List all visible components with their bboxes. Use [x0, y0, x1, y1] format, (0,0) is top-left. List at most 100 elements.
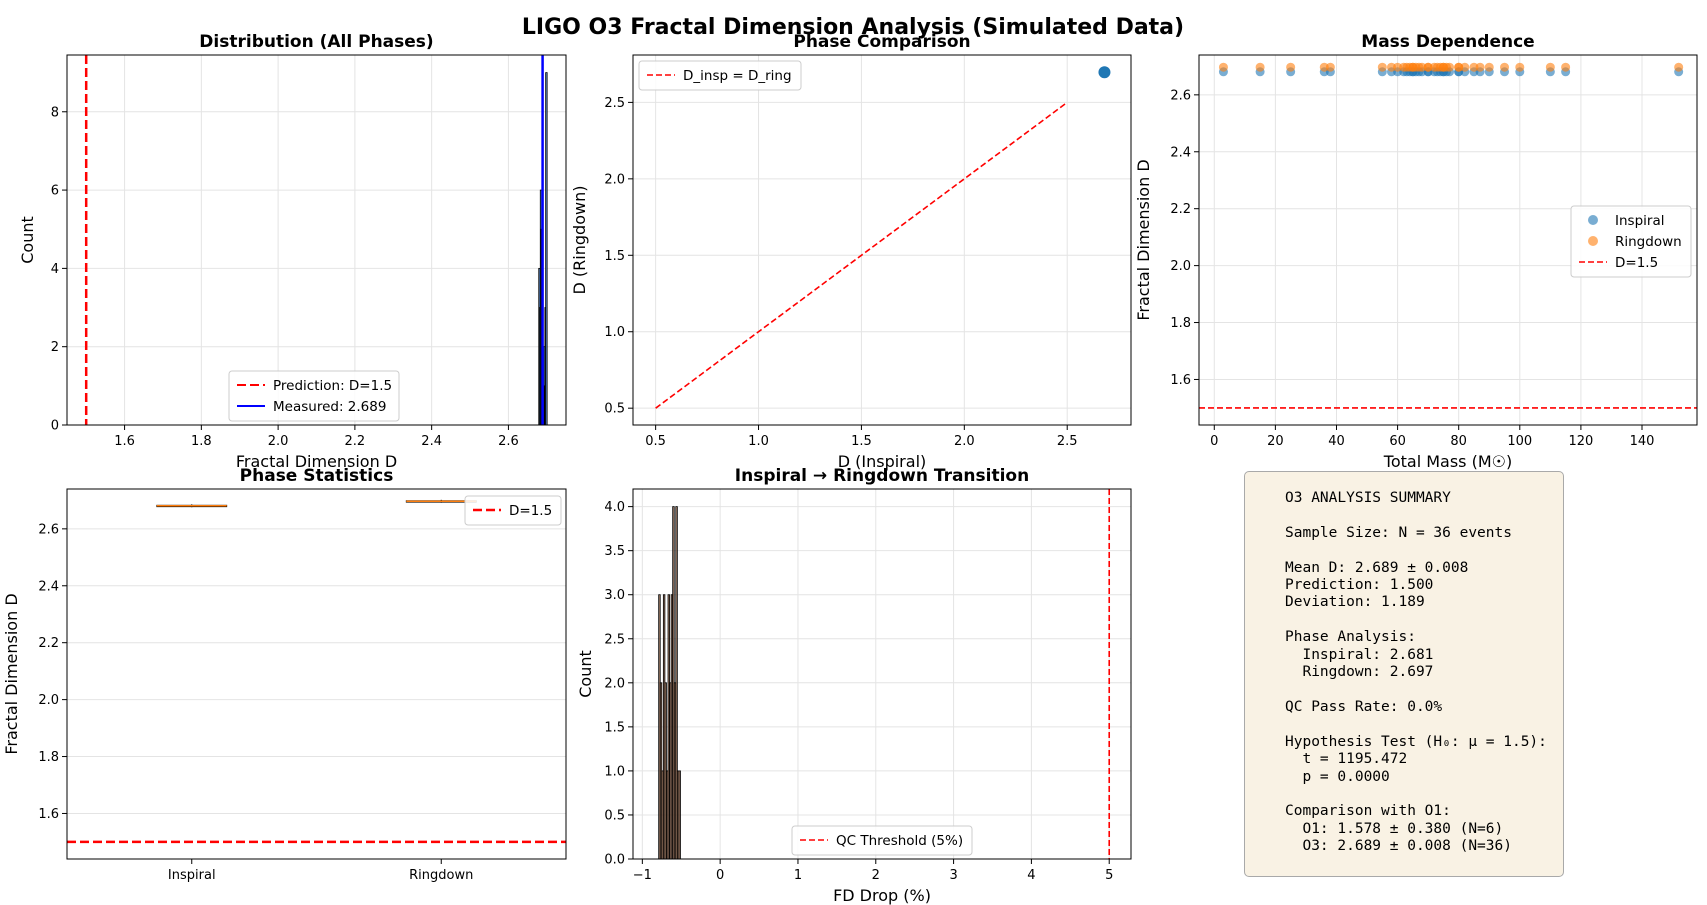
y-tick-label: 2.0	[1170, 259, 1191, 274]
scatter-point	[1500, 62, 1510, 72]
phase-statistics-panel: 1.6 1.8 2.0 2.2 2.4 2.6 Phase Statistics Fracta…	[2, 466, 567, 883]
x-tick-label: 0	[716, 868, 724, 883]
panel-title: Phase Comparison	[793, 32, 970, 52]
x-tick-label: 40	[1328, 434, 1345, 449]
legend-box	[791, 825, 973, 856]
x-tick-label: 2.6	[498, 434, 519, 449]
y-tick-label: 0.5	[604, 402, 625, 417]
scatter-point	[1475, 62, 1485, 72]
y-tick-label: 2.2	[1170, 202, 1191, 217]
y-tick-label: 0	[51, 419, 59, 434]
x-tick-label: 2	[872, 868, 880, 883]
legend-label: Measured: 2.689	[273, 399, 386, 415]
x-tick-label: 0	[1210, 434, 1218, 449]
scatter-point	[1423, 62, 1433, 72]
y-tick-label: 2.5	[604, 96, 625, 111]
scatter-point	[1408, 62, 1418, 72]
x-tick-label: 1.0	[748, 434, 769, 449]
scatter-point	[1325, 62, 1335, 72]
legend-label: Ringdown	[1615, 234, 1682, 250]
scatter-point	[1286, 62, 1296, 72]
x-tick-label: 140	[1630, 434, 1655, 449]
phase-comparison-panel: 0.5 1.0 1.5 2.0 2.5 0.5 1.0 1.5 2.0 2.5 Phase Comp…	[570, 32, 1132, 471]
panel-title: Phase Statistics	[240, 466, 394, 486]
y-tick-label: 1.5	[604, 249, 625, 264]
scatter-point	[1098, 66, 1111, 79]
x-tick-label: 2.0	[268, 434, 289, 449]
x-tick-label: 1.8	[191, 434, 212, 449]
x-tick-label: 2.0	[954, 434, 975, 449]
y-tick-label: 1.6	[38, 807, 59, 822]
x-tick-label: Inspiral	[168, 868, 216, 883]
figure-title: LIGO O3 Fractal Dimension Analysis (Simu…	[522, 15, 1184, 40]
axes-frame	[632, 54, 1132, 426]
legend-label: Inspiral	[1615, 213, 1664, 229]
legend-box	[464, 495, 562, 526]
scatter-point	[1377, 62, 1387, 72]
distribution-panel: 1.6 1.8 2.0 2.2 2.4 2.6 0 2 4 6 8 Distribution (All…	[18, 32, 567, 471]
y-axis-label: D (Ringdown)	[570, 186, 589, 295]
y-tick-label: 1.0	[604, 325, 625, 340]
y-axis-label: Fractal Dimension D	[1134, 159, 1153, 320]
y-tick-label: 4.0	[604, 500, 625, 515]
legend-label: D=1.5	[509, 503, 552, 519]
x-tick-label: 1.5	[851, 434, 872, 449]
x-axis-label: FD Drop (%)	[833, 886, 931, 905]
y-tick-label: 0.5	[604, 808, 625, 823]
y-tick-label: 3.0	[604, 588, 625, 603]
axes-frame	[1198, 54, 1698, 426]
y-tick-label: 2.0	[604, 676, 625, 691]
x-tick-label: 4	[1027, 868, 1035, 883]
legend-swatch	[1588, 236, 1598, 246]
x-tick-label: 1	[794, 868, 802, 883]
x-tick-label: Ringdown	[409, 868, 473, 883]
x-axis-label: Total Mass (M☉)	[1383, 452, 1512, 471]
y-axis-label: Count	[576, 650, 595, 698]
x-axis-label: D (Inspiral)	[838, 452, 927, 471]
legend-label: QC Threshold (5%)	[836, 833, 963, 849]
summary-text: O3 ANALYSIS SUMMARY Sample Size: N = 36 …	[1285, 490, 1547, 855]
scatter-point	[1515, 62, 1525, 72]
legend-swatch	[1588, 215, 1598, 225]
panel-title: Inspiral → Ringdown Transition	[735, 466, 1029, 486]
scatter-point	[1561, 62, 1571, 72]
legend-label: D=1.5	[1615, 255, 1658, 271]
axes-frame	[66, 488, 567, 860]
x-tick-label: 120	[1568, 434, 1593, 449]
x-tick-label: 100	[1507, 434, 1532, 449]
y-tick-label: 6	[51, 184, 59, 199]
reference-line	[655, 101, 1068, 409]
y-tick-label: 1.5	[604, 720, 625, 735]
y-tick-label: 2.0	[38, 693, 59, 708]
summary-box: O3 ANALYSIS SUMMARY Sample Size: N = 36 …	[1244, 471, 1564, 877]
y-tick-label: 4	[51, 262, 59, 277]
transition-panel: −1 0 1 2 3 4 5 0.0 0.5 1.0 1.5 2.0 2.5 3.0 3.5 4.0 Inspi…	[576, 466, 1132, 905]
legend-label: D_insp = D_ring	[683, 68, 792, 84]
y-axis-label: Fractal Dimension D	[2, 593, 21, 754]
x-axis-label: Fractal Dimension D	[236, 452, 397, 471]
y-tick-label: 2.2	[38, 636, 59, 651]
histogram-bar	[678, 770, 681, 860]
y-tick-label: 0.0	[604, 853, 625, 868]
y-tick-label: 3.5	[604, 544, 625, 559]
x-tick-label: 0.5	[645, 434, 666, 449]
y-axis-label: Count	[18, 216, 37, 264]
panel-title: Mass Dependence	[1361, 32, 1534, 52]
legend-box	[638, 60, 802, 91]
x-tick-label: 1.6	[114, 434, 135, 449]
axes-frame	[632, 488, 1132, 860]
y-tick-label: 2.6	[1170, 88, 1191, 103]
y-tick-label: 2.4	[38, 579, 59, 594]
x-tick-label: 60	[1389, 434, 1406, 449]
y-tick-label: 1.8	[1170, 316, 1191, 331]
x-tick-label: 2.5	[1057, 434, 1078, 449]
y-tick-label: 2.0	[604, 172, 625, 187]
y-tick-label: 2.5	[604, 632, 625, 647]
legend-label: Prediction: D=1.5	[273, 378, 392, 394]
scatter-point	[1674, 62, 1684, 72]
y-tick-label: 2.6	[38, 522, 59, 537]
scatter-point	[1484, 62, 1494, 72]
x-tick-label: −1	[633, 868, 652, 883]
mass-dependence-panel: 0 20 40 60 80 100 120 140 1.6 1.8 2.0 2.2 2.4 2.6 Mass…	[1134, 32, 1698, 471]
